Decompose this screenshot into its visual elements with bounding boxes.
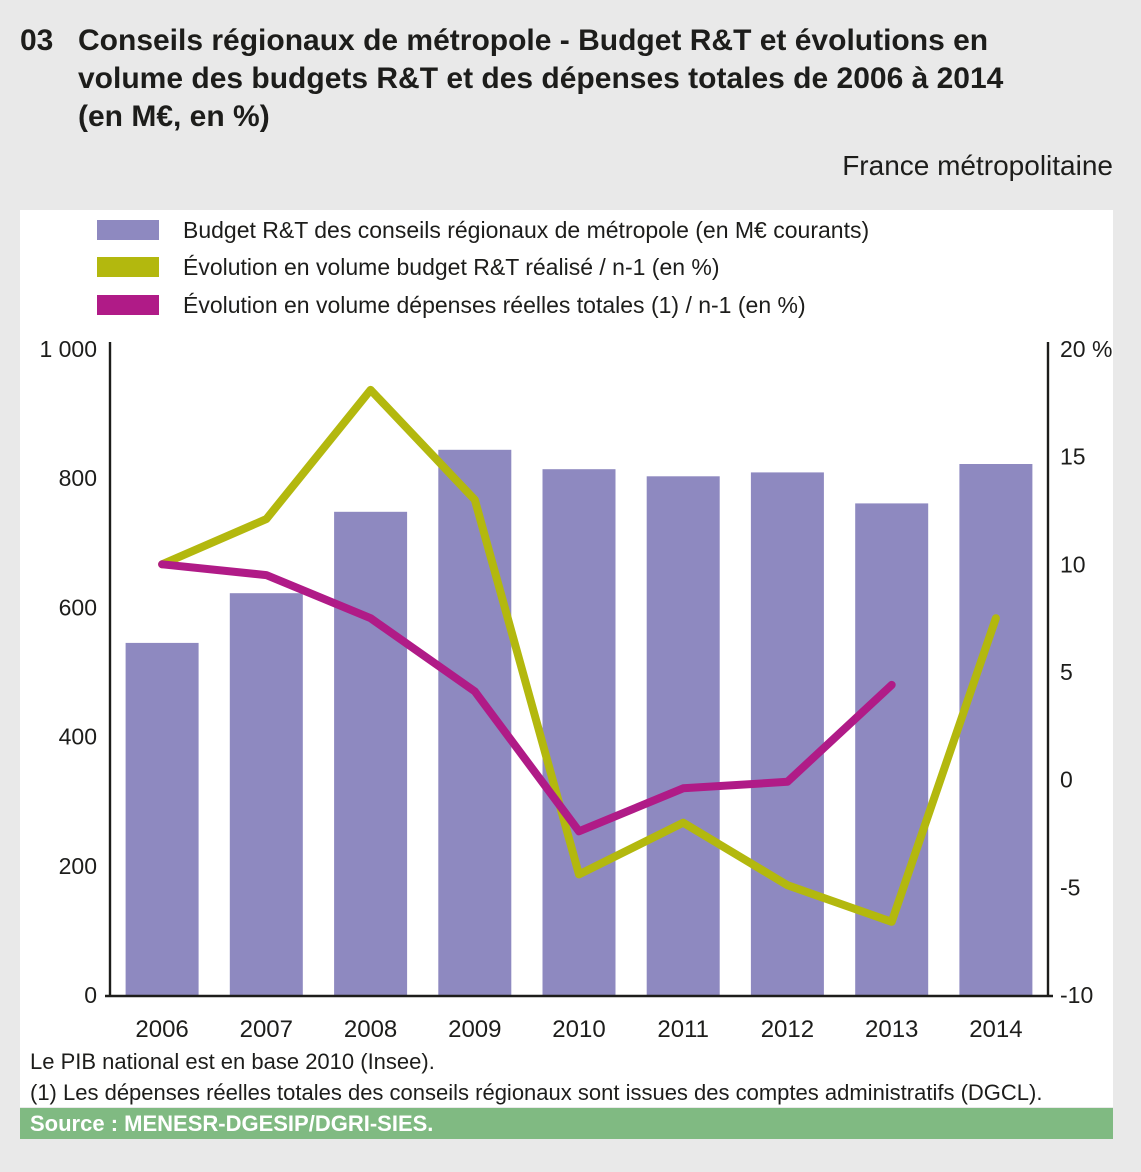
- right-axis-tick-label: 20 %: [1060, 336, 1112, 362]
- legend-item-evolution-budget-line: Évolution en volume budget R&T réalisé /…: [97, 254, 720, 280]
- title-line-2: volume des budgets R&T et des dépenses t…: [78, 62, 1004, 95]
- x-axis-label-2007: 2007: [240, 1016, 293, 1043]
- right-axis-tick-label: 10: [1060, 551, 1086, 577]
- legend-item-evolution-depenses-line: Évolution en volume dépenses réelles tot…: [97, 292, 806, 318]
- bar-2010: [542, 469, 616, 995]
- legend-swatch-budget-bar: [97, 220, 159, 240]
- left-axis-tick-label: 200: [59, 853, 97, 879]
- page-title: Conseils régionaux de métropole - Budget…: [78, 22, 1058, 136]
- title-line-3: (en M€, en %): [78, 100, 270, 133]
- legend-swatch-evolution-budget-line: [97, 257, 159, 277]
- left-axis-tick-label: 800: [59, 465, 97, 491]
- chart-panel: Budget R&T des conseils régionaux de mét…: [20, 210, 1113, 1107]
- left-axis-tick-label: 600: [59, 594, 97, 620]
- bar-2007: [229, 593, 303, 995]
- x-axis-label-2011: 2011: [657, 1016, 709, 1043]
- legend-label: Budget R&T des conseils régionaux de mét…: [183, 216, 870, 243]
- source-bar: Source : MENESR-DGESIP/DGRI-SIES.: [20, 1108, 1113, 1139]
- right-axis-tick-label: 15: [1060, 444, 1086, 470]
- bar-line-chart: 0 200 400 600 800 1 000 -10 -5 0 5 10 15 20 % 2006 200…: [39, 336, 1112, 1043]
- right-axis-tick-label: -10: [1060, 982, 1093, 1008]
- x-axis-label-2014: 2014: [969, 1016, 1022, 1043]
- x-axis-label-2006: 2006: [135, 1016, 188, 1043]
- left-axis-tick-label: 0: [84, 982, 97, 1008]
- right-axis-tick-label: 0: [1060, 767, 1073, 793]
- right-axis-tick-label: -5: [1060, 874, 1080, 900]
- legend-label: Évolution en volume dépenses réelles tot…: [183, 291, 806, 318]
- x-axis-label-2008: 2008: [344, 1016, 397, 1043]
- left-axis-tick-label: 400: [59, 724, 97, 750]
- title-line-1: Conseils régionaux de métropole - Budget…: [78, 24, 989, 57]
- bar-2011: [646, 476, 720, 995]
- x-axis-label-2012: 2012: [761, 1016, 814, 1043]
- left-axis-tick-label: 1 000: [39, 336, 97, 362]
- x-axis-label-2009: 2009: [448, 1016, 501, 1043]
- line-evolution_budget_line: [158, 385, 1000, 926]
- footnotes: Le PIB national est en base 2010 (Insee)…: [30, 1046, 1042, 1108]
- line-evolution_depenses_line: [158, 560, 896, 836]
- footnote-line-2: (1) Les dépenses réelles totales des con…: [30, 1080, 1043, 1105]
- bar-2006: [125, 642, 199, 995]
- bar-2008: [334, 511, 408, 995]
- legend-label: Évolution en volume budget R&T réalisé /…: [183, 253, 720, 280]
- figure-number: 03: [20, 24, 54, 57]
- bar-2014: [959, 464, 1033, 995]
- footnote-line-1: Le PIB national est en base 2010 (Insee)…: [30, 1049, 435, 1074]
- bar-2012: [750, 472, 824, 995]
- source-text: Source : MENESR-DGESIP/DGRI-SIES.: [30, 1110, 434, 1136]
- region-label: France métropolitaine: [842, 150, 1113, 181]
- chart-area: 0 200 400 600 800 1 000 -10 -5 0 5 10 15 20 % 2006 200…: [20, 330, 1113, 1060]
- x-axis-label-2013: 2013: [865, 1016, 918, 1043]
- legend-item-budget-bar: Budget R&T des conseils régionaux de mét…: [97, 217, 869, 243]
- right-axis-tick-label: 5: [1060, 659, 1073, 685]
- legend-swatch-evolution-depenses-line: [97, 295, 159, 315]
- x-axis-label-2010: 2010: [552, 1016, 605, 1043]
